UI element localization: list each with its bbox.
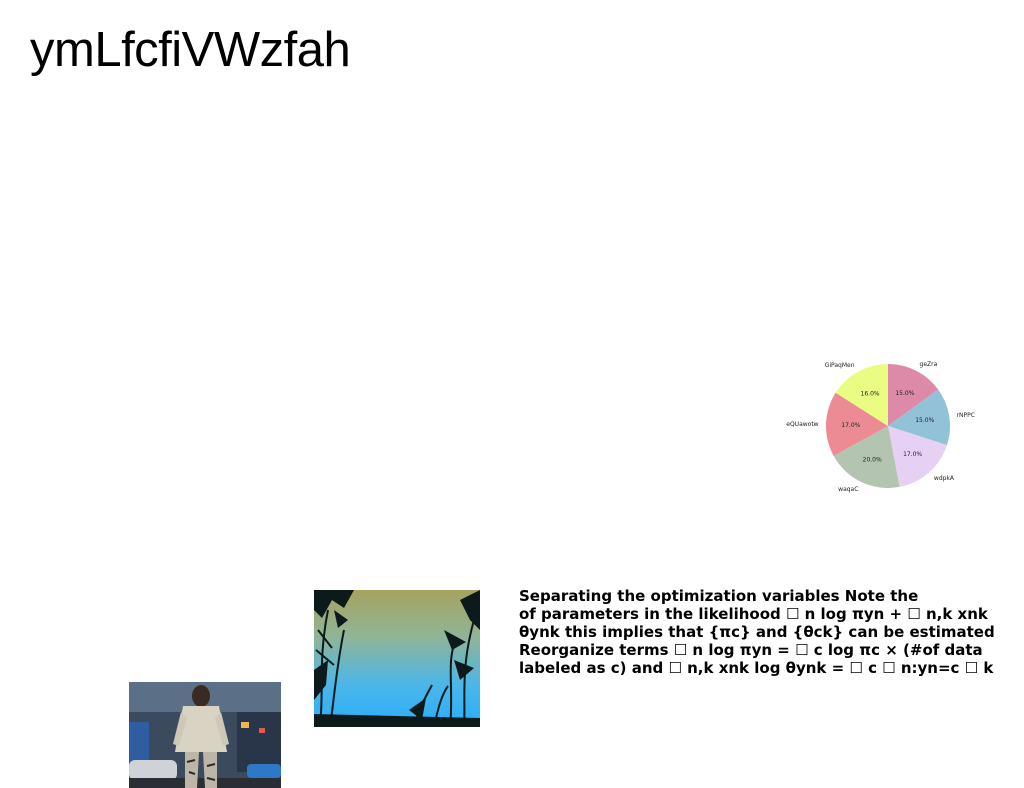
pie-pct-label: 16.0% — [861, 390, 880, 397]
pie-slice-rNPPC — [888, 389, 950, 446]
pie-slice-eQUawotw — [826, 392, 888, 456]
pie-category-label: rNPPC — [957, 412, 975, 419]
body-line: θynk this implies that {πc} and {θck} ca… — [519, 623, 995, 641]
body-line: labeled as c) and ☐ n,k xnk log θynk = ☐… — [519, 659, 994, 677]
pie-slice-waqaC — [833, 426, 900, 488]
pie-chart-svg: 15.0% geZra 15.0% rNPPC 17.0% wdpkA 20.0% waqaC… — [786, 361, 975, 493]
body-text: Separating the optimization variables No… — [519, 587, 1024, 677]
pie-category-label: eQUawotw — [786, 421, 818, 428]
pie-slice-GiPaqMen — [835, 364, 888, 426]
pie-slice-wdpkA — [888, 426, 947, 487]
pie-category-label: GiPaqMen — [825, 362, 855, 369]
body-line: of parameters in the likelihood ☐ n log … — [519, 605, 988, 623]
pie-chart: 15.0% geZra 15.0% rNPPC 17.0% wdpkA 20.0% waqaC… — [780, 338, 980, 514]
pie-pct-label: 15.0% — [895, 390, 914, 397]
pie-pct-label: 20.0% — [863, 457, 882, 464]
pie-pct-label: 17.0% — [841, 422, 860, 429]
pie-slice-geZra — [888, 364, 939, 426]
pie-pct-label: 17.0% — [903, 451, 922, 458]
pie-category-label: waqaC — [838, 486, 858, 493]
page-title: ymLfcfiVWzfah — [30, 23, 351, 77]
body-line: Separating the optimization variables No… — [519, 587, 919, 605]
person-street-photo — [129, 682, 281, 788]
pie-category-label: wdpkA — [934, 475, 955, 482]
pie-pct-label: 15.0% — [915, 417, 934, 424]
body-line: Reorganize terms ☐ n log πyn = ☐ c log π… — [519, 641, 983, 659]
reeds-photo — [314, 590, 480, 727]
pie-category-label: geZra — [920, 361, 938, 368]
